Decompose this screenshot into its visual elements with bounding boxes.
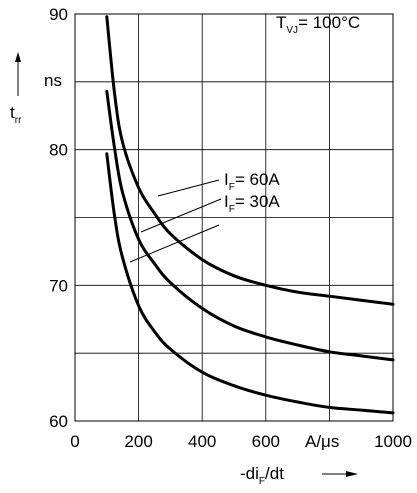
x-tick-label: 1000 (374, 432, 412, 451)
tick-labels: 0 200 400 600 1000 60 70 80 90 (49, 5, 412, 451)
x-axis-label: -diF/dt (240, 464, 284, 487)
x-unit-label: A/μs (305, 432, 339, 451)
x-tick-label: 400 (188, 432, 216, 451)
y-tick-label: 60 (49, 412, 68, 431)
leader-line-1 (157, 179, 220, 197)
x-tick-label: 0 (70, 432, 79, 451)
y-tick-label: 80 (49, 141, 68, 160)
y-tick-label: 70 (49, 276, 68, 295)
y-axis-arrow-head (15, 52, 21, 62)
series-group (105, 15, 395, 415)
x-tick-label: 600 (252, 432, 280, 451)
series-curve-2 (105, 89, 395, 362)
leader-line-2 (140, 198, 222, 233)
x-axis-arrow-head (346, 471, 358, 477)
series-curve-3 (105, 152, 395, 415)
series-label-60a: IF= 60A (224, 170, 280, 193)
y-unit-label: ns (44, 71, 62, 90)
grid (74, 13, 394, 422)
y-tick-label: 90 (49, 5, 68, 24)
plot-frame (74, 13, 394, 422)
temperature-annotation: TVJ= 100°C (276, 13, 360, 36)
label-leaders (129, 179, 222, 263)
y-axis-label: trr (10, 103, 22, 126)
x-tick-label: 200 (124, 432, 152, 451)
series-curve-1 (105, 15, 395, 306)
series-label-30a: IF= 30A (224, 192, 280, 215)
leader-line-3 (129, 224, 220, 263)
